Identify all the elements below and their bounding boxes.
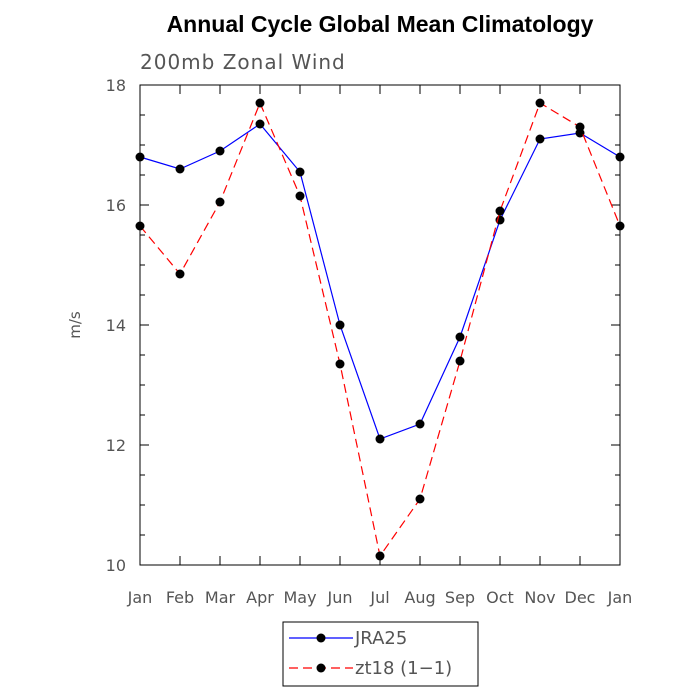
x-tick-label: May <box>283 588 316 607</box>
data-point-2 <box>215 197 225 207</box>
data-point-1 <box>135 152 145 162</box>
data-point-1 <box>255 119 265 129</box>
x-tick-label: Jan <box>127 588 153 607</box>
legend: JRA25 zt18 (1−1) <box>282 621 479 687</box>
data-point-2 <box>255 98 265 108</box>
data-point-1 <box>175 164 185 174</box>
x-tick-label: Feb <box>166 588 194 607</box>
x-tick-label: Dec <box>565 588 596 607</box>
data-point-1 <box>415 419 425 429</box>
data-point-1 <box>535 134 545 144</box>
y-tick-label: 14 <box>106 316 126 335</box>
data-point-1 <box>615 152 625 162</box>
y-axis-label: m/s <box>66 311 84 339</box>
y-tick-label: 12 <box>106 436 126 455</box>
data-point-2 <box>535 98 545 108</box>
plot-frame <box>139 84 621 566</box>
data-point-1 <box>375 434 385 444</box>
data-point-2 <box>335 359 345 369</box>
chart-subtitle: 200mb Zonal Wind <box>140 50 346 74</box>
data-point-2 <box>375 551 385 561</box>
x-tick-label: Jun <box>327 588 353 607</box>
legend-marker-1 <box>316 633 326 643</box>
x-tick-label: Jan <box>607 588 633 607</box>
data-point-2 <box>415 494 425 504</box>
data-point-2 <box>455 356 465 366</box>
x-tick-label: Apr <box>246 588 274 607</box>
series-line-2 <box>139 101 621 558</box>
data-point-2 <box>175 269 185 279</box>
data-point-2 <box>135 221 145 231</box>
data-point-2 <box>495 206 505 216</box>
legend-label-2: zt18 (1−1) <box>355 658 452 679</box>
x-tick-label: Aug <box>404 588 435 607</box>
data-point-2 <box>615 221 625 231</box>
data-point-1 <box>295 167 305 177</box>
data-point-2 <box>295 191 305 201</box>
data-point-1 <box>335 320 345 330</box>
x-tick-label: Oct <box>486 588 514 607</box>
x-tick-label: Sep <box>445 588 475 607</box>
x-tick-label: Mar <box>205 588 236 607</box>
y-tick-label: 16 <box>106 196 126 215</box>
y-tick-label: 10 <box>106 556 126 575</box>
data-point-1 <box>215 146 225 156</box>
x-tick-label: Nov <box>524 588 555 607</box>
legend-label-1: JRA25 <box>354 628 407 649</box>
plot-area: 10 12 14 16 18 Jan Feb Mar Apr May Jun Jul Aug Sep Oct… <box>106 76 633 607</box>
data-point-1 <box>455 332 465 342</box>
y-tick-label: 18 <box>106 76 126 95</box>
data-point-1 <box>495 215 505 225</box>
chart-title: Annual Cycle Global Mean Climatology <box>167 11 594 37</box>
x-tick-label: Jul <box>369 588 389 607</box>
legend-marker-2 <box>316 663 326 673</box>
data-point-2 <box>575 122 585 132</box>
series-line-1 <box>139 123 621 440</box>
legend-box <box>282 621 479 687</box>
